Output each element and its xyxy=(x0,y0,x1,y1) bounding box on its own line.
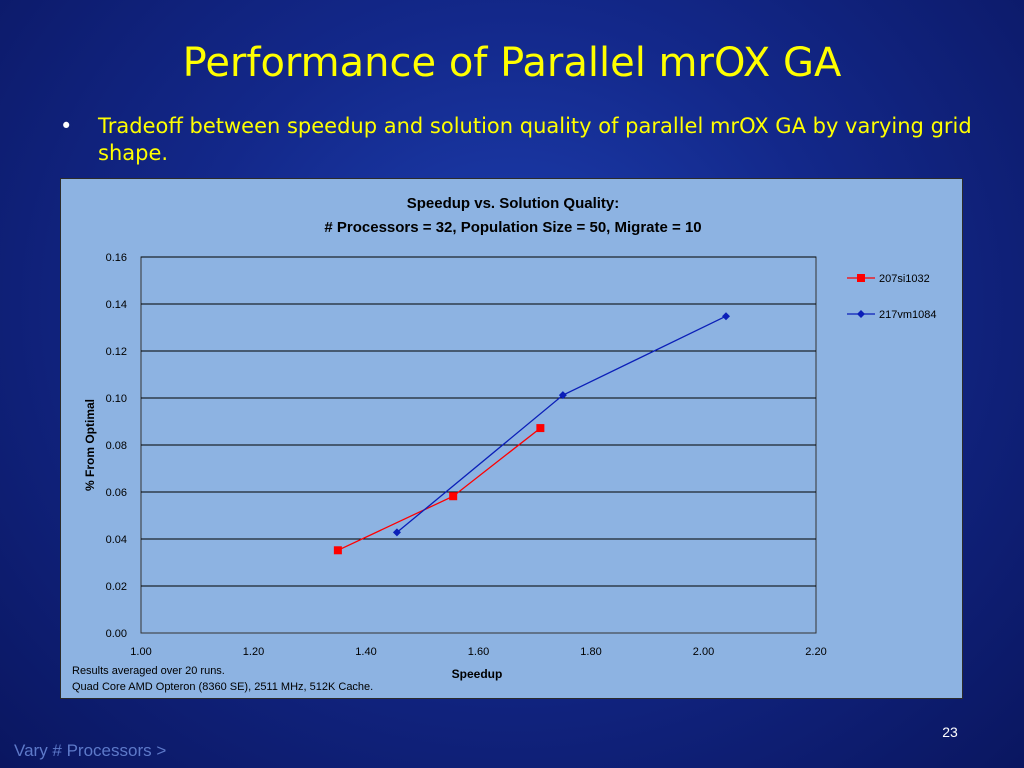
x-tick-label: 1.80 xyxy=(580,646,601,658)
chart-title: Speedup vs. Solution Quality: xyxy=(407,195,620,212)
y-axis-label: % From Optimal xyxy=(83,399,97,491)
legend-label-217vm1084: 217vm1084 xyxy=(879,309,937,321)
data-point-217vm1084 xyxy=(558,391,567,400)
x-axis-label: Speedup xyxy=(452,667,503,681)
x-tick-label: 2.20 xyxy=(805,646,826,658)
chart-panel: Speedup vs. Solution Quality: # Processo… xyxy=(60,178,963,699)
data-point-207si1032 xyxy=(536,424,545,433)
legend-label-207si1032: 207si1032 xyxy=(879,273,930,285)
y-tick-label: 0.08 xyxy=(106,440,127,452)
legend-marker-207si1032 xyxy=(857,274,865,282)
y-tick-label: 0.02 xyxy=(106,581,127,593)
chart-svg: Speedup vs. Solution Quality: # Processo… xyxy=(72,195,937,693)
y-tick-label: 0.10 xyxy=(106,393,127,405)
y-tick-label: 0.06 xyxy=(106,487,127,499)
vary-processors-link[interactable]: Vary # Processors > xyxy=(14,741,167,760)
x-tick-label: 1.40 xyxy=(355,646,376,658)
plot-area: 0.00 0.02 0.04 0.06 0.08 0.10 0.12 0.14 0.16 1.00… xyxy=(106,252,827,658)
chart-note-2: Quad Core AMD Opteron (8360 SE), 2511 MH… xyxy=(72,681,373,693)
bullet-symbol: • xyxy=(60,114,73,138)
data-point-217vm1084 xyxy=(722,312,730,321)
y-tick-label: 0.16 xyxy=(106,252,127,264)
y-tick-label: 0.14 xyxy=(106,299,127,311)
slide-title: Performance of Parallel mrOX GA xyxy=(182,40,842,86)
data-point-207si1032 xyxy=(449,492,458,501)
data-point-207si1032 xyxy=(333,546,342,555)
x-tick-label: 1.60 xyxy=(468,646,489,658)
y-tick-label: 0.04 xyxy=(106,534,127,546)
y-tick-label: 0.12 xyxy=(106,346,127,358)
y-tick-label: 0.00 xyxy=(106,628,127,640)
x-tick-label: 2.00 xyxy=(693,646,714,658)
x-tick-label: 1.00 xyxy=(130,646,151,658)
data-point-217vm1084 xyxy=(392,528,401,537)
bullet-text: Tradeoff between speedup and solution qu… xyxy=(98,114,972,165)
chart-legend: 207si1032 217vm1084 xyxy=(847,273,937,321)
legend-marker-217vm1084 xyxy=(857,310,865,318)
chart-subtitle: # Processors = 32, Population Size = 50,… xyxy=(324,219,701,236)
chart-note-1: Results averaged over 20 runs. xyxy=(72,665,225,677)
x-tick-label: 1.20 xyxy=(243,646,264,658)
slide-number: 23 xyxy=(942,724,958,740)
